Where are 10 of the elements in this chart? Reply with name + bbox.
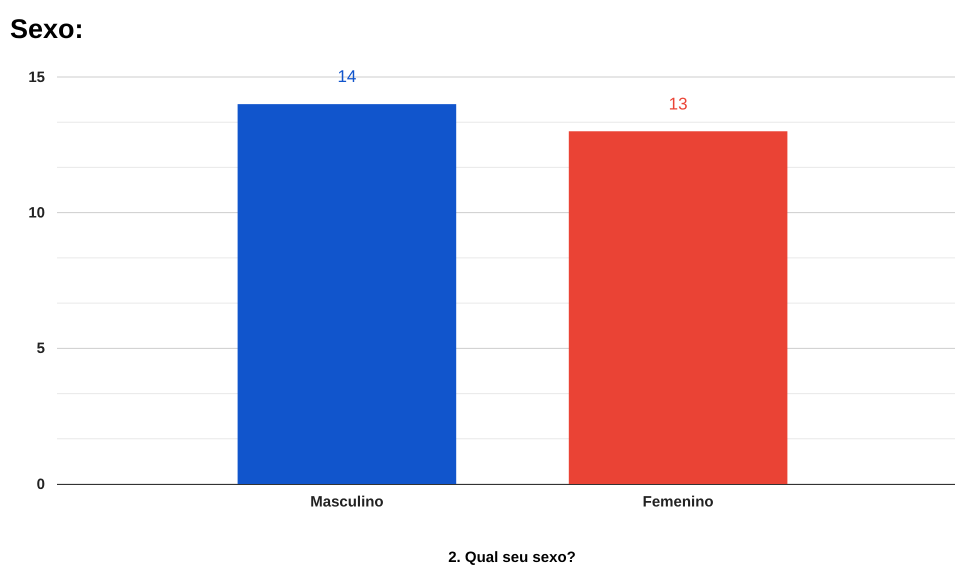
y-tick-label: 0 [36, 476, 45, 493]
chart-title: Sexo: [10, 14, 84, 44]
x-tick-label: Femenino [642, 494, 714, 511]
data-label: 14 [337, 67, 356, 86]
y-tick-label: 5 [36, 340, 45, 358]
y-tick-label: 10 [28, 204, 45, 222]
x-axis-title: 2. Qual seu sexo? [448, 549, 576, 566]
y-tick-label: 15 [28, 68, 45, 86]
x-tick-label: Masculino [310, 494, 384, 511]
data-label: 13 [668, 94, 688, 114]
